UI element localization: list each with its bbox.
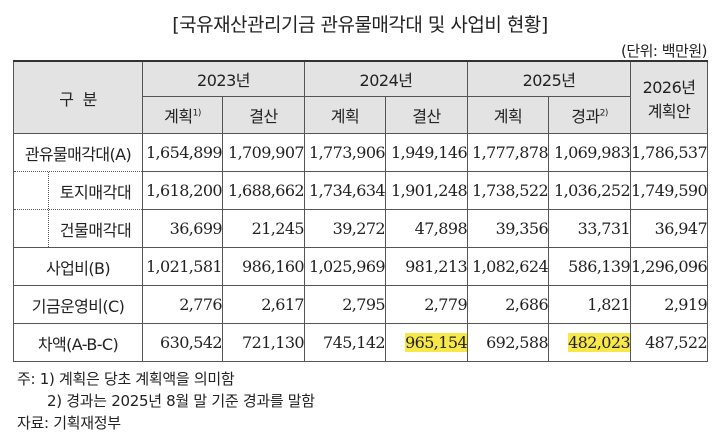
cell: 986,160: [221, 247, 306, 286]
cell: 39,272: [304, 209, 387, 248]
cell: 21,245: [221, 209, 306, 248]
header-year-2023: 2023년: [141, 60, 306, 97]
cell: 1,949,146: [385, 133, 469, 172]
cell: 487,522: [630, 323, 709, 362]
header-2025-progress: 경과2): [548, 96, 632, 134]
row-label: 관유물매각대(A): [13, 133, 143, 172]
cell: 2,795: [304, 285, 387, 324]
header-2024-settle: 결산: [385, 96, 469, 134]
cell: 1,654,899: [142, 133, 223, 172]
cell: 1,821: [548, 285, 632, 324]
row-label: 기금운영비(C): [13, 285, 143, 324]
cell: 965,154: [385, 323, 469, 362]
header-label: 경과: [571, 107, 600, 126]
header-2024-plan: 계획: [304, 96, 387, 134]
cell: 1,786,537: [630, 133, 709, 172]
cell: 1,688,662: [221, 171, 306, 210]
row-label: 건물매각대: [48, 210, 142, 247]
header-label: 결산: [249, 107, 278, 126]
header-year-2025: 2025년: [467, 60, 632, 97]
source-note: 자료: 기획재정부: [17, 414, 121, 432]
cell: 1,777,878: [467, 133, 550, 172]
header-2023-settle: 결산: [221, 96, 306, 134]
header-2026-line2: 계획안: [647, 101, 691, 121]
header-year-2024: 2024년: [304, 60, 469, 97]
highlighted-value: 482,023: [568, 333, 631, 352]
cell: 47,898: [385, 209, 469, 248]
cell: 1,296,096: [630, 247, 709, 286]
cell: 33,731: [548, 209, 632, 248]
cell: 2,779: [385, 285, 469, 324]
header-2025-plan: 계획: [467, 96, 550, 134]
table-row: 기금운영비(C) 2,776 2,617 2,795 2,779 2,686 1…: [13, 285, 709, 324]
cell: 2,776: [142, 285, 223, 324]
cell: 2,686: [467, 285, 550, 324]
cell: 586,139: [548, 247, 632, 286]
row-label-cell: 건물매각대: [13, 209, 143, 248]
footnote-marker: 1): [192, 108, 202, 119]
cell: 1,901,248: [385, 171, 469, 210]
cell: 1,734,634: [304, 171, 387, 210]
cell: 1,618,200: [142, 171, 223, 210]
budget-table: 구 분 2023년 2024년 2025년 2026년 계획안 계획1) 결산 …: [13, 60, 709, 362]
cell: 692,588: [467, 323, 550, 362]
table-row: 차액(A-B-C) 630,542 721,130 745,142 965,15…: [13, 323, 709, 362]
note-2: 2) 경과는 2025년 8월 말 기준 경과를 말함: [47, 392, 315, 410]
header-label: 계획: [493, 107, 523, 126]
header-2023-plan: 계획1): [142, 96, 223, 134]
cell: 1,738,522: [467, 171, 550, 210]
cell: 39,356: [467, 209, 550, 248]
table-title: [국유재산관리기금 관유물매각대 및 사업비 현황]: [172, 14, 548, 36]
note-1: 주: 1) 계획은 당초 계획액을 의미함: [17, 370, 235, 388]
cell: 1,036,252: [548, 171, 632, 210]
row-label-cell: 토지매각대: [13, 171, 143, 210]
row-label: 차액(A-B-C): [13, 323, 143, 362]
header-2026-plan: 2026년 계획안: [630, 60, 709, 134]
cell: 630,542: [142, 323, 223, 362]
footnote-marker: 2): [599, 108, 609, 119]
table-row: 사업비(B) 1,021,581 986,160 1,025,969 981,2…: [13, 247, 709, 286]
cell: 1,021,581: [142, 247, 223, 286]
row-label: 사업비(B): [13, 247, 143, 286]
table-row: 건물매각대 36,699 21,245 39,272 47,898 39,356…: [13, 209, 709, 248]
header-label: 계획: [330, 107, 360, 126]
cell: 1,082,624: [467, 247, 550, 286]
cell: 721,130: [221, 323, 306, 362]
cell: 1,773,906: [304, 133, 387, 172]
cell: 2,617: [221, 285, 306, 324]
header-label: 계획: [164, 107, 193, 126]
header-2026-line1: 2026년: [642, 77, 696, 97]
header-label: 결산: [412, 107, 441, 126]
highlighted-value: 965,154: [405, 333, 468, 352]
footnotes: 주: 1) 계획은 당초 계획액을 의미함 2) 경과는 2025년 8월 말 …: [17, 368, 315, 434]
cell: 981,213: [385, 247, 469, 286]
cell: 482,023: [548, 323, 632, 362]
cell: 36,699: [142, 209, 223, 248]
cell: 1,709,907: [221, 133, 306, 172]
cell: 2,919: [630, 285, 709, 324]
cell: 1,025,969: [304, 247, 387, 286]
cell: 1,749,590: [630, 171, 709, 210]
header-category: 구 분: [13, 60, 143, 134]
cell: 1,069,983: [548, 133, 632, 172]
table-row: 토지매각대 1,618,200 1,688,662 1,734,634 1,90…: [13, 171, 709, 210]
cell: 745,142: [304, 323, 387, 362]
unit-label: (단위: 백만원): [620, 42, 708, 60]
row-label: 토지매각대: [48, 172, 142, 209]
cell: 36,947: [630, 209, 709, 248]
table-row: 관유물매각대(A) 1,654,899 1,709,907 1,773,906 …: [13, 133, 709, 172]
